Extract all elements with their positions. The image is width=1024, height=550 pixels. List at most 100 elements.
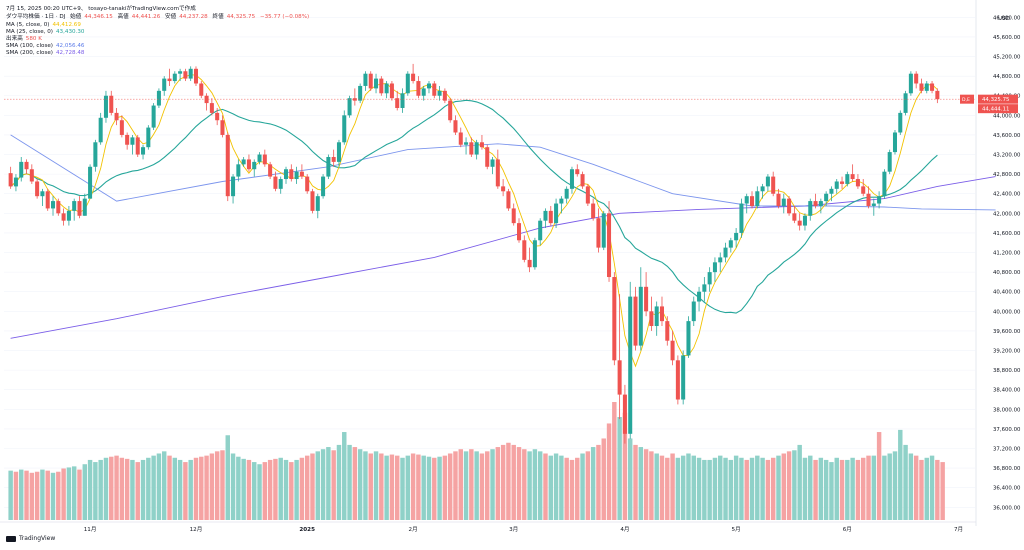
volume-bar xyxy=(283,459,289,520)
volume-bar xyxy=(246,459,252,520)
volume-bar xyxy=(352,447,358,520)
symbol-line[interactable]: ダウ平均株価 · 1日 · DJ xyxy=(6,14,66,20)
volume-bar xyxy=(167,455,172,520)
candle-body xyxy=(103,95,108,118)
volume-bar xyxy=(183,462,188,520)
candle-body xyxy=(262,154,267,165)
candle-body xyxy=(125,134,130,145)
candle-body xyxy=(628,296,633,434)
candle-body xyxy=(601,213,606,248)
candle-body xyxy=(824,193,829,202)
candle-body xyxy=(850,174,855,180)
volume-bar xyxy=(781,453,787,520)
volume-bar xyxy=(368,453,373,520)
candle-body xyxy=(336,142,341,162)
tradingview-logo[interactable]: TradingView xyxy=(6,535,55,542)
volume-bar xyxy=(633,444,638,520)
volume-bar xyxy=(548,455,554,520)
volume-bar xyxy=(500,444,506,520)
volume-bar xyxy=(680,455,686,520)
candle-body xyxy=(416,81,421,96)
volume-bar xyxy=(172,457,178,520)
y-tick-label: 36,000.00 xyxy=(993,505,1021,511)
candle-body xyxy=(464,142,469,145)
volume-bar xyxy=(405,455,411,520)
volume-bar xyxy=(866,455,871,520)
volume-bar xyxy=(739,457,744,520)
candle-body xyxy=(776,193,781,206)
indicator-sma100[interactable]: SMA (100, close) 42,056.46 xyxy=(6,43,87,50)
candle-body xyxy=(670,340,675,361)
candle-body xyxy=(119,120,124,135)
candle-body xyxy=(760,186,765,192)
candle-body xyxy=(29,169,34,182)
volume-bar xyxy=(19,469,24,520)
candle-body xyxy=(368,73,373,89)
candle-body xyxy=(739,203,744,233)
candle-body xyxy=(82,198,87,216)
volume-bar xyxy=(860,457,866,520)
volume-bar xyxy=(188,459,193,520)
volume-bar xyxy=(437,456,442,520)
x-tick-label: 12月 xyxy=(190,526,203,533)
candle-body xyxy=(326,156,331,177)
volume-bar xyxy=(299,457,305,520)
volume-bar xyxy=(146,457,151,520)
volume-bar xyxy=(532,449,538,520)
open-value: 44,346.15 xyxy=(84,14,113,20)
indicator-label: MA (25, close, 0) xyxy=(6,29,53,35)
low-value: 44,237.28 xyxy=(179,14,208,20)
volume-bar xyxy=(130,459,135,520)
sma100-line xyxy=(10,134,996,211)
candle-body xyxy=(734,232,739,241)
volume-bar xyxy=(718,455,723,520)
indicator-ma25[interactable]: MA (25, close, 0) 43,430.30 xyxy=(6,29,87,36)
y-tick-label: 38,000.00 xyxy=(993,407,1021,413)
volume-bar xyxy=(792,450,797,520)
candle-body xyxy=(622,394,627,434)
y-tick-label: 40,000.00 xyxy=(993,309,1021,315)
indicator-value: 580 K xyxy=(25,36,42,42)
candle-body xyxy=(924,83,929,91)
indicator-ma5[interactable]: MA (5, close, 0) 44,412.69 xyxy=(6,22,84,29)
volume-bar xyxy=(903,444,908,520)
volume-bar xyxy=(559,455,564,520)
volume-bar xyxy=(310,453,315,520)
volume-bar xyxy=(204,455,209,520)
candle-body xyxy=(935,90,940,100)
candle-body xyxy=(421,88,426,96)
y-tick-label: 36,800.00 xyxy=(993,466,1021,472)
indicator-label: SMA (100, close) xyxy=(6,43,53,49)
volume-bar xyxy=(728,459,734,520)
candle-body xyxy=(61,213,66,221)
volume-bar xyxy=(813,459,818,520)
volume-bar xyxy=(575,457,580,520)
indicator-volume[interactable]: 出来高 580 K xyxy=(6,36,45,43)
candle-body xyxy=(654,306,659,327)
candle-body xyxy=(771,176,776,194)
candle-body xyxy=(877,196,882,204)
volume-bar xyxy=(357,449,363,520)
indicator-sma200[interactable]: SMA (200, close) 42,728.48 xyxy=(6,50,87,57)
indicator-value: 44,412.69 xyxy=(52,22,81,28)
candle-body xyxy=(358,85,363,101)
indicator-value: 43,430.30 xyxy=(56,29,85,35)
candle-body xyxy=(93,142,98,167)
last-price-tag xyxy=(978,94,1018,104)
x-tick-label: 2月 xyxy=(409,526,418,533)
candle-body xyxy=(98,117,103,143)
candle-body xyxy=(903,93,908,113)
volume-bar xyxy=(495,447,501,520)
candle-body xyxy=(268,164,273,177)
volume-bar xyxy=(87,459,93,520)
volume-bar xyxy=(161,451,167,520)
volume-bar xyxy=(627,438,633,520)
candle-body xyxy=(56,201,61,214)
candle-body xyxy=(225,134,230,197)
candle-body xyxy=(718,257,723,263)
price-badge-label: D,E xyxy=(962,97,970,103)
currency-label[interactable]: USD xyxy=(998,16,1010,22)
volume-bar xyxy=(304,455,310,520)
